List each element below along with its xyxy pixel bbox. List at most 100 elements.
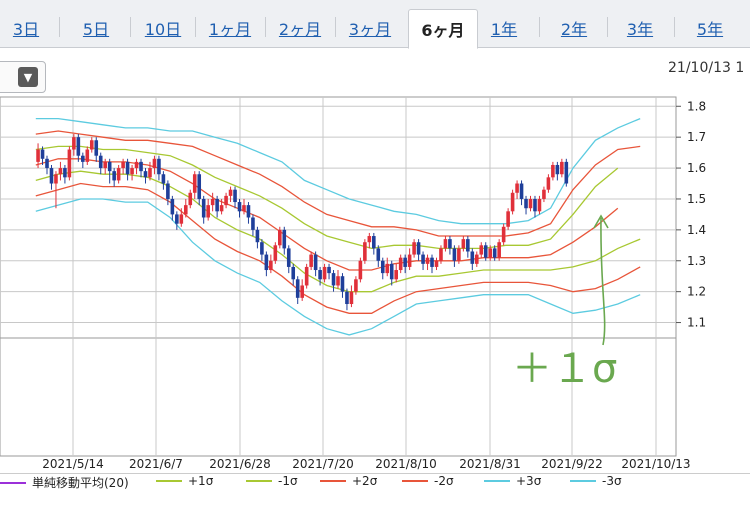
candle-body	[81, 155, 85, 162]
tab-5[interactable]: 3ヶ月	[348, 19, 392, 39]
candle-body	[421, 254, 425, 264]
tab-2[interactable]: 10日	[144, 19, 182, 39]
x-tick-label: 2021/10/13	[621, 457, 690, 471]
legend-label: +1σ	[188, 474, 214, 488]
tab-8[interactable]: 2年	[560, 19, 588, 39]
legend-item: -1σ	[246, 474, 298, 488]
grid	[0, 96, 750, 474]
candle-body	[389, 263, 394, 280]
candle-body	[407, 254, 412, 267]
candle-body	[107, 161, 112, 172]
candle-body	[551, 164, 555, 178]
candle-body	[354, 279, 358, 292]
candle-body	[130, 168, 134, 175]
tab-10[interactable]: 5年	[696, 19, 724, 39]
candle-body	[98, 155, 103, 169]
candle-body	[134, 161, 139, 169]
candle-body	[479, 245, 484, 255]
candle-body	[45, 158, 49, 169]
candle-body	[295, 279, 300, 298]
bollinger-chart: 1.1 1.2 1.3 1.4 1.5 1.6 1.7 1.8 2021/5/14 2021/6…	[0, 96, 750, 474]
annotation: ＋１σ	[512, 214, 617, 392]
y-axis: 1.1 1.2 1.3 1.4 1.5 1.6 1.7 1.8	[676, 99, 706, 330]
x-tick-label: 2021/7/20	[292, 457, 354, 471]
tab-separator	[539, 17, 540, 37]
candle-body	[139, 161, 143, 172]
tab-6[interactable]: 6ヶ月	[408, 9, 478, 49]
candle-body	[492, 248, 497, 258]
candle-body	[255, 229, 260, 243]
candle-body	[282, 229, 287, 249]
tab-separator	[335, 17, 336, 37]
x-tick-label: 2021/5/14	[42, 457, 104, 471]
candle-body	[210, 198, 215, 206]
candle-body	[76, 137, 81, 156]
tab-0[interactable]: 3日	[12, 19, 40, 39]
candle-body	[94, 140, 99, 156]
legend-label: +3σ	[516, 474, 542, 488]
candle-body	[403, 257, 407, 267]
y-tick-label: 1.5	[687, 192, 706, 206]
candle-body	[183, 205, 188, 215]
candle-body	[197, 174, 202, 199]
legend: 単純移動平均(20) +1σ -1σ +2σ -2σ +3σ -3σ	[0, 474, 750, 494]
candle-body	[519, 183, 524, 199]
candle-body	[148, 168, 152, 178]
candle-body	[524, 198, 528, 209]
legend-label: +2σ	[352, 474, 378, 488]
candle-body	[439, 248, 443, 261]
y-tick-label: 1.2	[687, 285, 706, 299]
candle-body	[219, 205, 224, 212]
tab-1[interactable]: 5日	[82, 19, 110, 39]
candle-body	[533, 198, 537, 212]
legend-swatch	[0, 481, 26, 484]
tab-9[interactable]: 3年	[626, 19, 654, 39]
tab-4[interactable]: 2ヶ月	[278, 19, 322, 39]
series-+1σ	[35, 145, 619, 250]
chart-type-dropdown[interactable]: ▼	[0, 61, 46, 93]
candle-body	[112, 171, 116, 181]
candle-body	[367, 236, 372, 243]
annotation-arrowhead	[593, 214, 609, 229]
tab-separator	[59, 17, 60, 37]
candle-body	[116, 168, 121, 181]
candle-body	[304, 266, 309, 286]
candle-body	[443, 239, 448, 249]
candle-body	[564, 161, 569, 184]
series-単純移動平均(20)	[35, 158, 619, 271]
candle-body	[510, 192, 515, 212]
candle-body	[560, 161, 564, 175]
series-+2σ	[35, 130, 641, 237]
candle-body	[206, 205, 210, 218]
candle-body	[376, 248, 381, 261]
legend-item: +1σ	[156, 474, 213, 488]
legend-item: -3σ	[570, 474, 622, 488]
candle-body	[537, 198, 542, 212]
annotation-label: ＋１σ	[512, 346, 617, 392]
legend-item: +2σ	[320, 474, 377, 488]
candle-body	[85, 149, 90, 162]
x-axis: 2021/5/14 2021/6/7 2021/6/28 2021/7/20 2021/…	[42, 457, 690, 471]
y-tick-label: 1.7	[687, 130, 706, 144]
candle-body	[488, 248, 493, 258]
tab-7[interactable]: 1年	[490, 19, 518, 39]
legend-label: -3σ	[602, 474, 622, 488]
candle-body	[385, 263, 390, 274]
candle-body	[286, 248, 291, 267]
tab-3[interactable]: 1ヶ月	[208, 19, 252, 39]
candle-body	[143, 171, 148, 178]
candle-body	[170, 198, 175, 215]
x-tick-label: 2021/8/31	[459, 457, 521, 471]
chevron-down-icon[interactable]: ▼	[18, 67, 38, 87]
candle-body	[336, 276, 340, 286]
candlesticks	[36, 134, 569, 311]
candle-body	[372, 236, 376, 249]
candle-body	[260, 242, 264, 255]
legend-label: -2σ	[434, 474, 454, 488]
legend-item: +3σ	[484, 474, 541, 488]
candle-body	[36, 149, 40, 162]
candle-body	[425, 257, 430, 264]
candle-body	[215, 198, 219, 212]
candle-body	[125, 161, 130, 175]
legend-swatch	[246, 480, 272, 482]
